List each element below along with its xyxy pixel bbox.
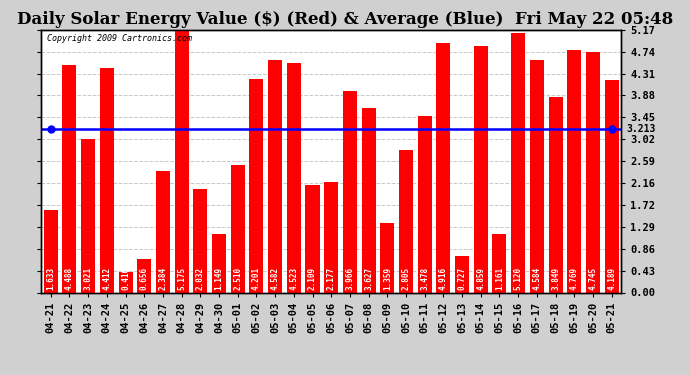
- Bar: [586, 52, 600, 292]
- Bar: [549, 97, 562, 292]
- Bar: [212, 234, 226, 292]
- Text: 4.523: 4.523: [289, 267, 298, 290]
- Bar: [417, 116, 432, 292]
- Bar: [193, 189, 207, 292]
- Text: 2.032: 2.032: [196, 267, 205, 290]
- Bar: [604, 80, 619, 292]
- Text: 4.916: 4.916: [439, 267, 448, 290]
- Bar: [455, 256, 469, 292]
- Bar: [100, 69, 114, 292]
- Bar: [493, 234, 506, 292]
- Bar: [306, 185, 319, 292]
- Bar: [362, 108, 375, 292]
- Bar: [287, 63, 301, 292]
- Bar: [324, 182, 338, 292]
- Bar: [249, 79, 264, 292]
- Text: 2.177: 2.177: [326, 267, 336, 290]
- Bar: [137, 259, 151, 292]
- Text: 3.627: 3.627: [364, 267, 373, 290]
- Bar: [175, 30, 188, 292]
- Bar: [436, 43, 451, 292]
- Text: 3.021: 3.021: [83, 267, 92, 290]
- Bar: [268, 60, 282, 292]
- Text: 0.656: 0.656: [140, 267, 149, 290]
- Bar: [81, 139, 95, 292]
- Text: 3.213: 3.213: [627, 124, 656, 134]
- Text: 4.412: 4.412: [102, 267, 111, 290]
- Text: 4.859: 4.859: [476, 267, 485, 290]
- Text: 1.149: 1.149: [215, 267, 224, 290]
- Bar: [119, 272, 132, 292]
- Text: 4.584: 4.584: [533, 267, 542, 290]
- Bar: [380, 224, 394, 292]
- Bar: [567, 50, 581, 292]
- Text: 1.633: 1.633: [46, 267, 55, 290]
- Bar: [62, 64, 77, 292]
- Text: 4.189: 4.189: [607, 267, 616, 290]
- Bar: [43, 210, 58, 292]
- Text: 3.478: 3.478: [420, 267, 429, 290]
- Text: 4.201: 4.201: [252, 267, 261, 290]
- Text: Copyright 2009 Cartronics.com: Copyright 2009 Cartronics.com: [47, 34, 193, 43]
- Bar: [530, 60, 544, 292]
- Text: 4.745: 4.745: [589, 267, 598, 290]
- Bar: [230, 165, 245, 292]
- Text: 2.109: 2.109: [308, 267, 317, 290]
- Text: 1.359: 1.359: [383, 267, 392, 290]
- Text: 1.161: 1.161: [495, 267, 504, 290]
- Bar: [511, 33, 525, 292]
- Bar: [474, 46, 488, 292]
- Text: 0.727: 0.727: [457, 267, 466, 290]
- Text: 4.488: 4.488: [65, 267, 74, 290]
- Bar: [399, 150, 413, 292]
- Text: Daily Solar Energy Value ($) (Red) & Average (Blue)  Fri May 22 05:48: Daily Solar Energy Value ($) (Red) & Ave…: [17, 11, 673, 28]
- Text: 2.510: 2.510: [233, 267, 242, 290]
- Text: 2.805: 2.805: [402, 267, 411, 290]
- Text: 4.582: 4.582: [270, 267, 279, 290]
- Text: 0.410: 0.410: [121, 267, 130, 290]
- Text: 5.120: 5.120: [513, 267, 522, 290]
- Bar: [343, 91, 357, 292]
- Bar: [156, 171, 170, 292]
- Text: 4.769: 4.769: [570, 267, 579, 290]
- Text: 5.175: 5.175: [177, 267, 186, 290]
- Text: 2.384: 2.384: [159, 267, 168, 290]
- Text: 3.966: 3.966: [346, 267, 355, 290]
- Text: 3.849: 3.849: [551, 267, 560, 290]
